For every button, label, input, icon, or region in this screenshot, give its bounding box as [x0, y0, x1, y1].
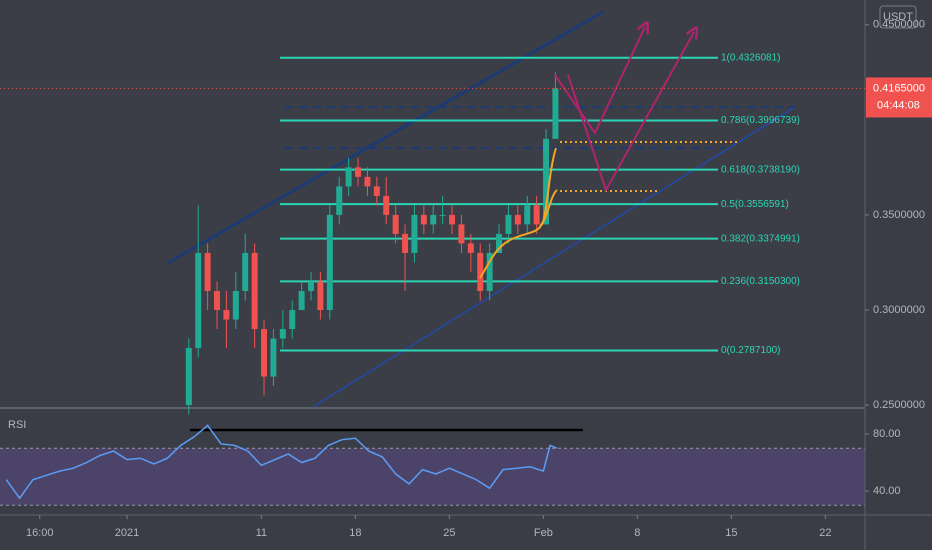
candle-body: [514, 214, 521, 225]
candle-body: [552, 88, 559, 139]
candle-body: [185, 348, 192, 406]
candle-body: [308, 281, 315, 291]
candle-body: [411, 214, 418, 253]
candle-body: [543, 138, 550, 225]
fib-label: 0.382(0.3374991): [721, 233, 800, 244]
drawings: [190, 27, 740, 432]
fib-label: 1(0.4326081): [721, 52, 781, 63]
fib-label: 0.786(0.3996739): [721, 115, 800, 126]
drawings: [167, 10, 796, 408]
fib-label: 0.5(0.3556591): [721, 199, 789, 210]
candle-body: [195, 252, 202, 349]
candle-body: [364, 176, 371, 187]
countdown: 04:44:08: [877, 99, 920, 111]
y-tick-label: 0.3500000: [873, 209, 925, 221]
fib-label: 0(0.2787100): [721, 345, 781, 356]
rsi-band-group: [0, 447, 865, 506]
candle-body: [449, 214, 456, 225]
fib-label: 0.618(0.3738190): [721, 164, 800, 175]
candle-body: [458, 224, 465, 244]
candle-body: [524, 205, 531, 225]
channel-upper: [167, 10, 604, 265]
rsi-y-tick-label: 40.00: [873, 485, 901, 497]
candle-body: [496, 233, 503, 253]
orange-curve: [539, 189, 558, 227]
last-price-label: 0.4165000: [873, 82, 925, 94]
candle-body: [477, 252, 484, 291]
candle-body: [430, 214, 437, 225]
x-tick-label: 25: [443, 527, 455, 539]
candle-body: [486, 252, 493, 291]
rsi-line: [5, 424, 558, 500]
candle-body: [467, 243, 474, 253]
candle-body: [326, 214, 333, 311]
candles: [185, 72, 559, 415]
candle-body: [373, 186, 380, 196]
candle-body: [355, 167, 362, 177]
indicator-name: RSI: [8, 419, 26, 431]
y-tick-label: 0.2500000: [873, 399, 925, 411]
projection-arrow: [554, 27, 645, 135]
x-tick-label: Feb: [534, 527, 553, 539]
candle-body: [392, 214, 399, 234]
x-tick-label: 8: [634, 527, 640, 539]
orange-curve: [479, 147, 557, 279]
candle-body: [420, 214, 427, 225]
candle-body: [345, 167, 352, 187]
candle-body: [402, 233, 409, 253]
x-tick-label: 15: [725, 527, 737, 539]
candle-body: [317, 281, 324, 311]
rsi-band-fill: [0, 448, 865, 506]
candle-body: [270, 338, 277, 377]
x-tick-label: 22: [819, 527, 831, 539]
candle-body: [251, 252, 258, 330]
candle-body: [223, 310, 230, 320]
x-tick-label: 2021: [115, 527, 139, 539]
candle-body: [505, 214, 512, 234]
last-price-tag: [866, 77, 932, 118]
y-tick-label: 0.3000000: [873, 304, 925, 316]
candle-body: [204, 252, 211, 291]
fib-label: 0.236(0.3150300): [721, 276, 800, 287]
x-tick-label: 18: [349, 527, 361, 539]
candle-body: [336, 186, 343, 215]
x-tick-label: 11: [256, 527, 267, 539]
candle-body: [232, 290, 239, 320]
rsi-pane: [0, 409, 865, 515]
currency[interactable]: USDT: [883, 11, 913, 23]
candle-body: [214, 290, 221, 311]
currency-button[interactable]: [879, 5, 917, 29]
fib-group: 1(0.4326081) 0.786(0.3996739) 0.618(0.3738…: [280, 52, 800, 356]
y-tick-label: 0.4500000: [873, 19, 925, 31]
candle-body: [242, 252, 249, 291]
candle-body: [298, 290, 305, 311]
candle-body: [383, 195, 390, 215]
candle-body: [533, 205, 540, 225]
candle-body: [439, 214, 446, 216]
channel-lower: [312, 106, 796, 408]
rsi-y-tick-label: 80.00: [873, 428, 901, 440]
projection-arrow: [567, 32, 694, 193]
candle-body: [261, 329, 268, 377]
candle-body: [289, 310, 296, 330]
candle-body: [279, 329, 286, 339]
x-tick-label: 16:00: [26, 527, 54, 539]
